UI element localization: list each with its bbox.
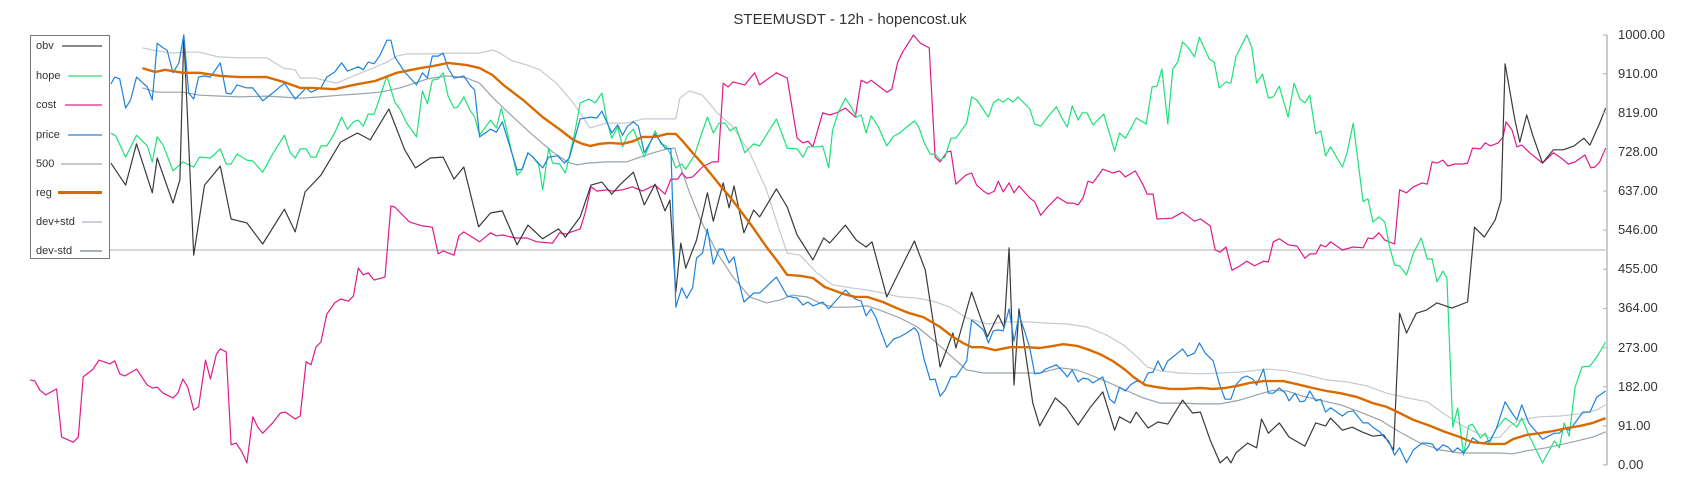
series-line-dev-minus-std: [142, 75, 1606, 455]
legend-swatch-500: [61, 163, 102, 165]
legend-swatch-price: [68, 134, 102, 136]
y-tick-label: 819.00: [1618, 104, 1658, 120]
legend-swatch-obv: [62, 45, 102, 47]
y-tick-label: 455.00: [1618, 261, 1658, 277]
legend-label: dev-std: [36, 245, 73, 257]
legend-label: dev+std: [36, 216, 75, 228]
y-tick-label: 1000.00: [1618, 27, 1665, 42]
series-line-price: [110, 34, 1606, 464]
series-line-reg: [142, 61, 1607, 446]
y-axis: [1603, 34, 1608, 466]
legend-label: hope: [36, 70, 61, 82]
legend-item-price[interactable]: price: [31, 127, 111, 143]
legend-item-500[interactable]: 500: [31, 156, 111, 172]
series-line-hope: [110, 34, 1607, 464]
y-tick-label: 910.00: [1618, 65, 1658, 81]
y-tick-label: 637.00: [1618, 183, 1658, 199]
series-line-dev-plus-minus-std: [142, 47, 1606, 439]
legend-swatch-reg: [58, 191, 102, 194]
y-tick-label: 728.00: [1618, 143, 1658, 159]
legend-label: 500: [36, 158, 55, 170]
legend-label: cost: [36, 99, 57, 111]
legend-label: price: [36, 129, 60, 141]
legend-label: obv: [36, 40, 54, 52]
series-layer: [29, 34, 1607, 464]
series-line-obv: [110, 34, 1607, 464]
legend-item-dev-minus-std[interactable]: dev-std: [31, 243, 111, 259]
y-tick-label: 546.00: [1618, 222, 1658, 238]
legend-swatch-hope: [68, 75, 102, 77]
chart-title: STEEMUSDT - 12h - hopencost.uk: [733, 11, 967, 28]
legend-swatch-dev-plus-std: [82, 221, 102, 223]
legend-item-reg[interactable]: reg: [31, 185, 111, 201]
legend-item-hope[interactable]: hope: [31, 68, 111, 84]
y-tick-label: 273.00: [1618, 339, 1658, 355]
legend-swatch-cost: [65, 104, 102, 106]
legend-item-dev-plus-std[interactable]: dev+std: [31, 214, 111, 230]
y-tick-label: 0.00: [1618, 457, 1644, 472]
y-tick-label: 182.00: [1618, 378, 1658, 394]
legend-item-cost[interactable]: cost: [31, 97, 111, 113]
legend-item-obv[interactable]: obv: [31, 38, 111, 54]
series-line-cost: [29, 34, 1607, 464]
legend: obv hope cost price 500 reg dev+std dev-…: [30, 35, 110, 259]
y-tick-label: 91.00: [1618, 417, 1651, 433]
legend-swatch-dev-minus-std: [80, 250, 102, 252]
y-tick-label: 364.00: [1618, 300, 1658, 316]
legend-label: reg: [36, 187, 52, 199]
